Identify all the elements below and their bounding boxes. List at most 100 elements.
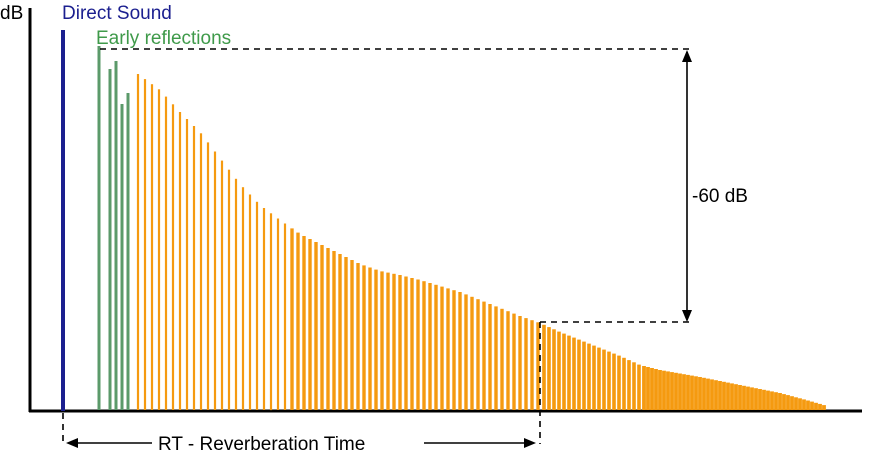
late-reverberation-bar	[482, 301, 486, 410]
late-reverberation-bar	[512, 313, 516, 410]
direct-sound-label: Direct Sound	[62, 3, 172, 24]
late-reverberation-bar	[530, 320, 534, 410]
late-reverberation-bar	[452, 290, 456, 410]
late-reverberation-bar	[686, 374, 690, 410]
late-reverberation-bar	[822, 405, 826, 410]
late-reverberation-bar	[642, 366, 646, 410]
late-reverberation-bar	[742, 385, 746, 410]
late-reverberation-bar	[255, 201, 259, 410]
late-reverberation-bar	[434, 284, 438, 410]
late-reverberation-bar	[422, 281, 426, 410]
late-reverberation-bar	[662, 370, 666, 410]
late-reverberation-bar	[470, 296, 474, 410]
late-reverberation-bar	[380, 271, 384, 410]
late-reverberation-bar	[386, 272, 390, 410]
late-reverberation-bar	[283, 223, 287, 410]
late-reverberation-bar	[758, 389, 762, 410]
early-reflections-label: Early reflections	[96, 28, 231, 49]
late-reverberation-bar	[350, 260, 354, 410]
late-reverberation-bar	[241, 187, 245, 410]
late-reverberation-bar	[506, 311, 510, 410]
late-reverberation-bar	[790, 396, 794, 410]
late-reverberation-bar	[332, 251, 336, 410]
late-reverberation-bar	[607, 351, 611, 410]
late-reverberation-bar	[206, 142, 210, 410]
late-reverberation-bar	[458, 292, 462, 410]
late-reverberation-bar	[766, 390, 770, 410]
late-reverberation-bar	[143, 79, 147, 410]
late-reverberation-bar	[536, 322, 540, 410]
late-reverberation-bar	[192, 126, 196, 410]
late-reverberation-bar	[494, 306, 498, 410]
late-reverberation-bar	[398, 275, 402, 410]
late-reverberation-bar	[706, 378, 710, 410]
late-reverberation-bar	[356, 263, 360, 410]
late-reverberation-bar	[710, 379, 714, 410]
late-reverberation-bar	[770, 391, 774, 410]
late-reverberation-bar	[670, 372, 674, 410]
reverberation-time-label: RT - Reverberation Time	[158, 434, 365, 455]
late-reverberation-bar	[542, 324, 546, 410]
rt-arrowhead-left	[66, 438, 78, 448]
late-reverberation-bar	[782, 394, 786, 410]
late-reverberation-bar	[488, 304, 492, 410]
late-reverberation-bar	[698, 377, 702, 410]
late-reverberation-bar	[678, 373, 682, 410]
late-reverberation-bar	[562, 333, 566, 410]
late-reverberation-bars	[136, 74, 826, 411]
late-reverberation-bar	[674, 372, 678, 410]
late-reverberation-bar	[150, 84, 154, 410]
late-reverberation-bar	[220, 160, 224, 410]
late-reverberation-bar	[577, 339, 581, 410]
late-reverberation-bar	[314, 242, 318, 410]
late-reverberation-bar	[778, 393, 782, 410]
late-reverberation-bar	[374, 269, 378, 410]
late-reverberation-bar	[650, 368, 654, 410]
late-reverberation-bar	[518, 316, 522, 410]
late-reverberation-bar	[587, 343, 591, 410]
late-reverberation-bar	[762, 389, 766, 410]
early-reflection-bars	[97, 46, 130, 410]
late-reverberation-bar	[320, 245, 324, 410]
late-reverberation-bar	[814, 402, 818, 410]
late-reverberation-bar	[326, 248, 330, 410]
late-reverberation-bar	[582, 341, 586, 410]
late-reverberation-bar	[164, 96, 168, 410]
late-reverberation-bar	[690, 375, 694, 410]
late-reverberation-bar	[178, 112, 182, 410]
late-reverberation-bar	[308, 239, 312, 410]
late-reverberation-bar	[557, 331, 561, 410]
late-reverberation-bar	[464, 294, 468, 410]
late-reverberation-bar	[500, 308, 504, 410]
late-reverberation-bar	[658, 370, 662, 410]
late-reverberation-bar	[786, 395, 790, 410]
late-reverberation-bar	[171, 104, 175, 411]
late-reverberation-bar	[440, 286, 444, 410]
late-reverberation-bar	[632, 362, 636, 410]
late-reverberation-bar	[199, 133, 203, 411]
late-reverberation-bar	[682, 374, 686, 410]
late-reverberation-bar	[617, 355, 621, 410]
late-reverberation-bar	[726, 382, 730, 410]
late-reverberation-bar	[622, 357, 626, 410]
late-reverberation-bar	[476, 299, 480, 410]
late-reverberation-bar	[818, 403, 822, 410]
late-reverberation-bar	[552, 329, 556, 410]
decay-range-label: -60 dB	[692, 186, 748, 207]
late-reverberation-bar	[446, 288, 450, 410]
late-reverberation-bar	[646, 367, 650, 410]
late-reverberation-bar	[213, 151, 217, 410]
decay-range-arrowhead-bottom	[682, 310, 692, 322]
late-reverberation-bar	[234, 178, 238, 410]
late-reverberation-bar	[338, 254, 342, 410]
late-reverberation-bar	[302, 236, 306, 410]
late-reverberation-bar	[410, 278, 414, 410]
late-reverberation-bar	[276, 218, 280, 410]
late-reverberation-bar	[136, 74, 140, 410]
late-reverberation-bar	[392, 273, 396, 410]
late-reverberation-bar	[637, 364, 641, 410]
late-reverberation-bar	[185, 119, 189, 410]
late-reverberation-bar	[296, 232, 300, 410]
late-reverberation-bar	[810, 401, 814, 410]
late-reverberation-bar	[654, 369, 658, 410]
